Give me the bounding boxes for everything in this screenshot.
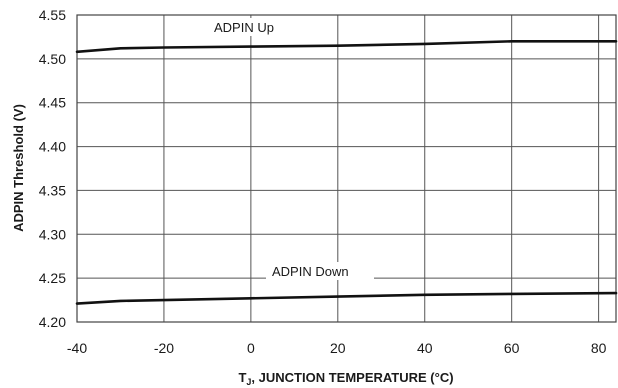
annotation-adpin-up: ADPIN Up (214, 20, 274, 35)
x-axis-title-text: , JUNCTION TEMPERATURE (°C) (251, 370, 453, 385)
y-axis-title: ADPIN Threshold (V) (11, 104, 26, 232)
plot-frame (76, 14, 617, 323)
y-tick-labels: 4.55 4.50 4.45 4.40 4.35 4.30 4.25 4.20 (39, 7, 66, 330)
annotation-up-bg (208, 18, 294, 36)
y-tick-label: 4.40 (39, 139, 66, 155)
x-tick-label: -40 (67, 340, 87, 356)
x-tick-label: 80 (591, 340, 607, 356)
x-axis-title-var: T (238, 370, 246, 385)
x-tick-label: 0 (247, 340, 255, 356)
annotation-adpin-down: ADPIN Down (272, 264, 349, 279)
x-tick-labels: -40 -20 0 20 40 60 80 (67, 340, 607, 356)
series-line-adpin-up (75, 40, 618, 54)
y-tick-label: 4.30 (39, 226, 66, 242)
x-tick-label: 60 (504, 340, 520, 356)
y-tick-label: 4.55 (39, 7, 66, 23)
x-tick-label: -20 (154, 340, 174, 356)
series-line-adpin-down (75, 291, 618, 305)
y-tick-label: 4.45 (39, 95, 66, 111)
y-tick-label: 4.35 (39, 182, 66, 198)
gridlines (77, 15, 616, 322)
x-tick-label: 20 (330, 340, 346, 356)
y-tick-label: 4.25 (39, 270, 66, 286)
y-tick-label: 4.50 (39, 51, 66, 67)
y-tick-label: 4.20 (39, 314, 66, 330)
annotation-down-bg (266, 262, 374, 280)
x-axis-title-subscript: J (246, 377, 251, 387)
x-tick-label: 40 (417, 340, 433, 356)
series-layer (75, 40, 618, 305)
x-axis-title: TJ, JUNCTION TEMPERATURE (°C) (238, 370, 453, 387)
